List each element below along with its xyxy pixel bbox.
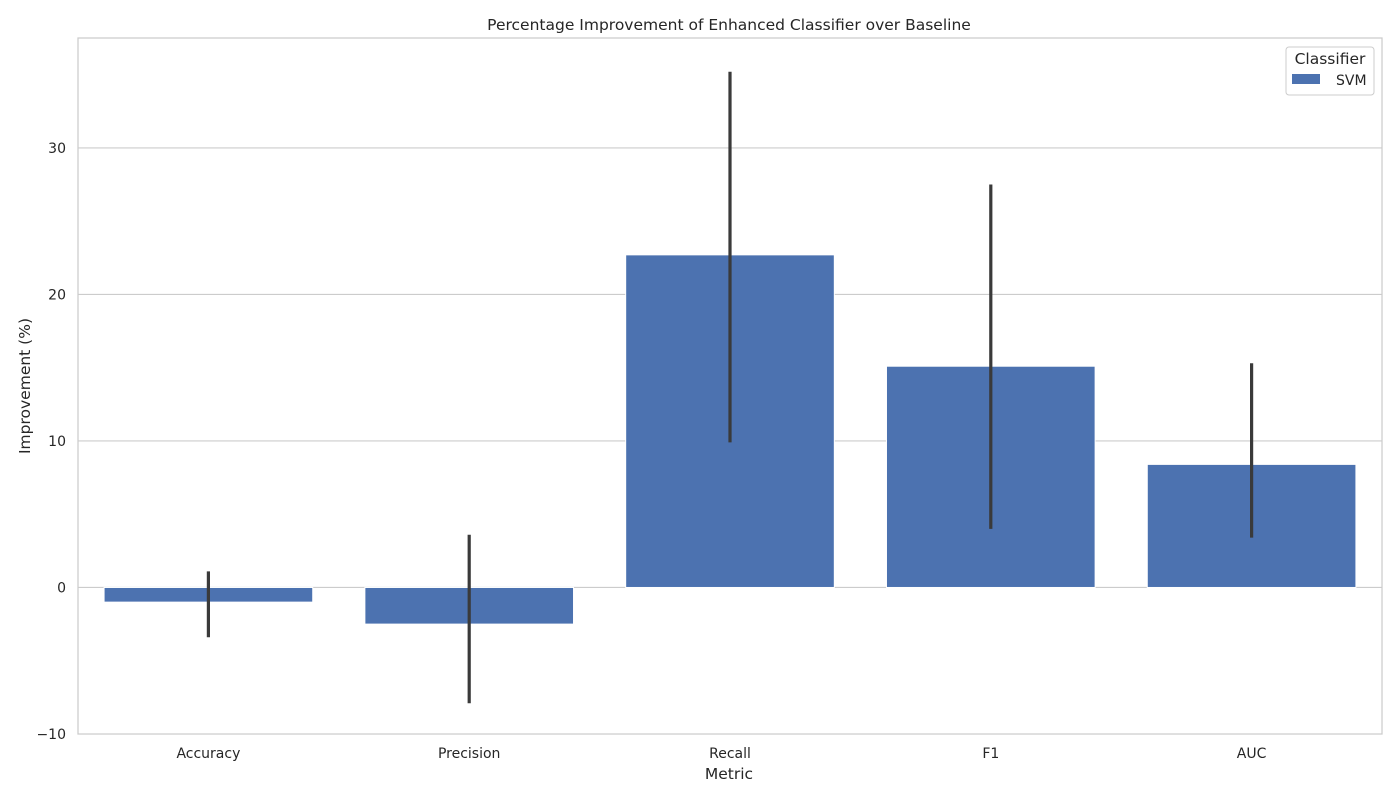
x-axis-label: Metric <box>705 765 753 783</box>
y-tick-label: −10 <box>36 727 66 743</box>
x-tick-label: AUC <box>1237 746 1267 762</box>
x-tick-label: F1 <box>982 746 999 762</box>
y-tick-label: 0 <box>57 580 66 596</box>
legend-swatch-svm <box>1292 74 1320 84</box>
y-tick-label: 10 <box>48 434 66 450</box>
legend-title: Classifier <box>1295 50 1366 68</box>
y-axis-ticks: −10 0 10 20 30 <box>36 141 66 743</box>
legend-label-svm: SVM <box>1336 73 1367 89</box>
y-tick-label: 20 <box>48 287 66 303</box>
x-tick-label: Recall <box>709 746 751 762</box>
x-tick-label: Precision <box>438 746 500 762</box>
plot-frame <box>77 37 1383 735</box>
error-bars <box>206 71 1254 704</box>
y-tick-label: 30 <box>48 141 66 157</box>
chart-title: Percentage Improvement of Enhanced Class… <box>487 16 971 34</box>
x-axis-ticks: Accuracy Precision Recall F1 AUC <box>176 746 1266 762</box>
y-axis-label: Improvement (%) <box>16 318 34 454</box>
legend: Classifier SVM <box>1285 46 1375 96</box>
x-tick-label: Accuracy <box>176 746 240 762</box>
